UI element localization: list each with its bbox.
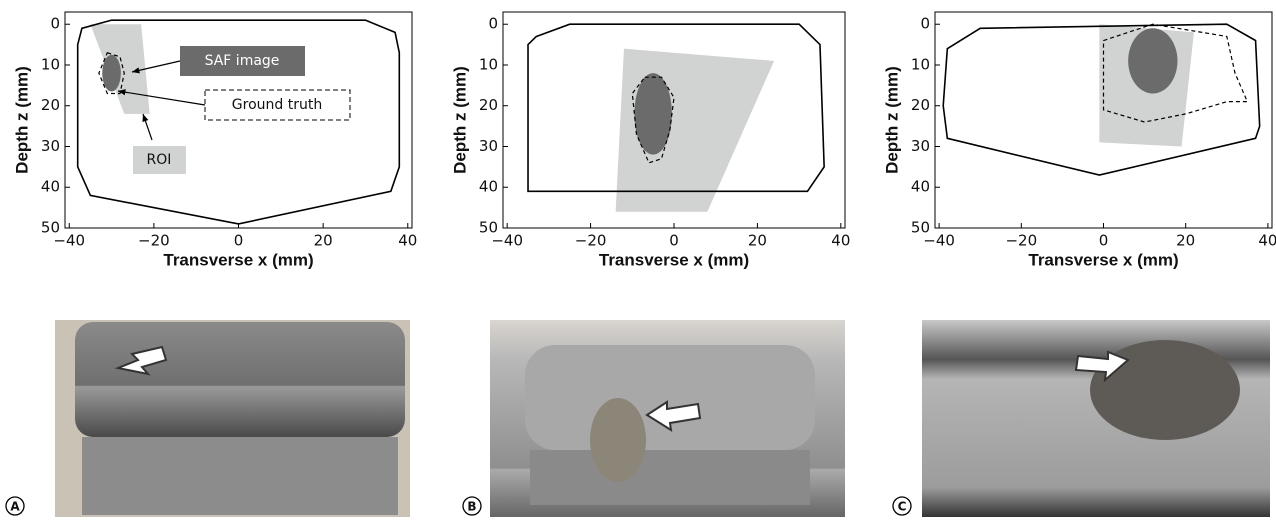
x-tick-label: −20	[1005, 232, 1037, 250]
y-tick-label: 10	[479, 55, 498, 73]
y-tick-label: 20	[911, 96, 930, 114]
x-axis-label: Transverse x (mm)	[1028, 250, 1178, 269]
y-axis-label: Depth z (mm)	[12, 66, 31, 174]
photo	[922, 320, 1270, 517]
legend-saf: SAF image	[205, 53, 280, 69]
x-tick-label: 20	[314, 232, 333, 250]
x-tick-label: 0	[669, 232, 679, 250]
x-tick-label: −20	[138, 232, 170, 250]
x-axis-label: Transverse x (mm)	[163, 250, 313, 269]
x-axis-label: Transverse x (mm)	[599, 250, 749, 269]
photo	[490, 320, 845, 517]
saf-region	[102, 55, 121, 92]
y-axis-label: Depth z (mm)	[882, 66, 901, 174]
x-tick-label: −20	[575, 232, 607, 250]
y-tick-label: 0	[50, 15, 60, 33]
x-tick-label: 40	[1258, 232, 1276, 250]
y-tick-label: 30	[911, 137, 930, 155]
photo	[55, 320, 410, 517]
y-tick-label: 50	[41, 219, 60, 237]
y-tick-label: 20	[479, 96, 498, 114]
legend-gt: Ground truth	[232, 97, 322, 113]
y-tick-label: 20	[41, 96, 60, 114]
saf-region	[1128, 28, 1177, 93]
x-tick-label: 0	[1099, 232, 1109, 250]
y-tick-label: 30	[479, 137, 498, 155]
y-tick-label: 40	[41, 178, 60, 196]
legend-roi: ROI	[147, 152, 172, 168]
x-tick-label: 0	[234, 232, 244, 250]
y-tick-label: 50	[911, 219, 930, 237]
y-tick-label: 0	[920, 15, 930, 33]
y-tick-label: 40	[479, 178, 498, 196]
x-tick-label: 20	[1176, 232, 1195, 250]
y-tick-label: 30	[41, 137, 60, 155]
panel-label: C	[898, 500, 907, 514]
arrow-head	[142, 114, 148, 122]
y-tick-label: 10	[41, 55, 60, 73]
y-tick-label: 10	[911, 55, 930, 73]
x-tick-label: 40	[831, 232, 850, 250]
panel-label: A	[10, 500, 20, 514]
y-tick-label: 50	[479, 219, 498, 237]
y-axis-label: Depth z (mm)	[450, 66, 469, 174]
y-tick-label: 40	[911, 178, 930, 196]
panel-label: B	[467, 500, 476, 514]
x-tick-label: 40	[398, 232, 417, 250]
figure: −40−200204001020304050Transverse x (mm)D…	[0, 0, 1276, 517]
x-tick-label: 20	[748, 232, 767, 250]
y-tick-label: 0	[488, 15, 498, 33]
